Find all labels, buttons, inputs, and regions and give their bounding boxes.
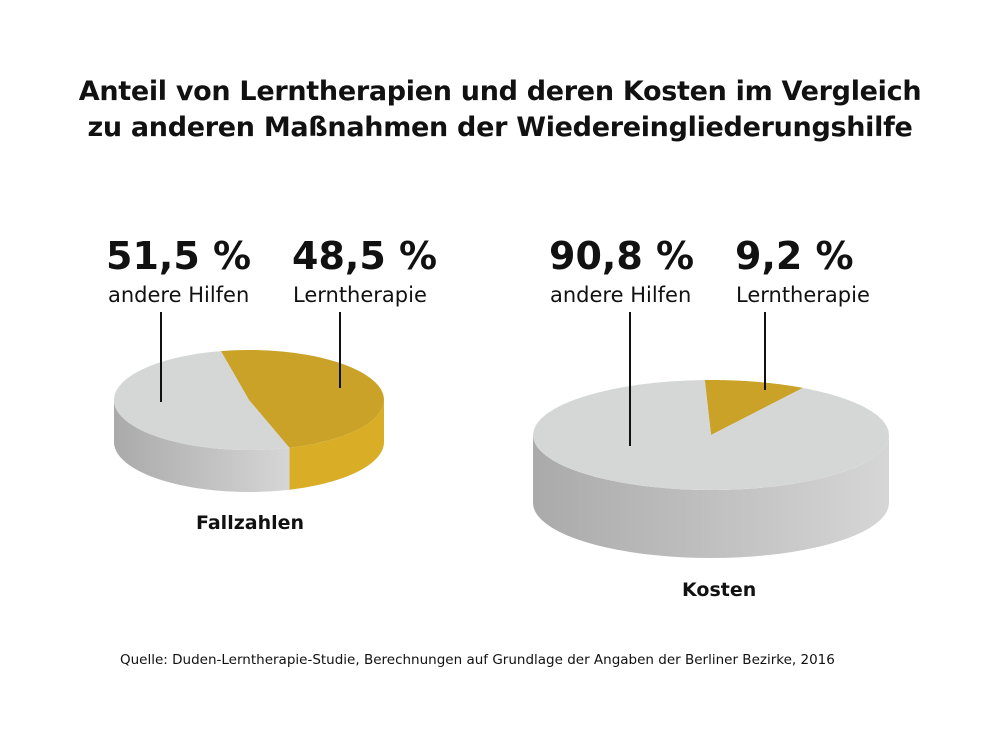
data-label-fallzahlen-andere-value: 51,5 % xyxy=(106,234,252,278)
data-label-fallzahlen-lerntherapie-value: 48,5 % xyxy=(292,234,438,278)
pie-side-andere-hilfen xyxy=(114,400,290,492)
pie-slice-andere-hilfen xyxy=(114,351,290,450)
pie-kosten xyxy=(533,380,889,558)
pie-caption-kosten: Kosten xyxy=(682,579,757,601)
pie-slice-lerntherapie xyxy=(220,350,384,448)
data-label-kosten-andere: andere Hilfen xyxy=(550,283,692,307)
data-label-kosten-lerntherapie: Lerntherapie xyxy=(736,283,870,307)
data-label-kosten-lerntherapie-value: 9,2 % xyxy=(735,234,854,278)
data-label-fallzahlen-andere: andere Hilfen xyxy=(108,283,250,307)
chart-title-line1: Anteil von Lerntherapien und deren Koste… xyxy=(78,76,922,107)
source-note: Quelle: Duden-Lerntherapie-Studie, Berec… xyxy=(120,652,835,668)
pie-fallzahlen xyxy=(114,350,384,492)
pie-side-lerntherapie xyxy=(289,400,384,490)
chart-title-line2: zu anderen Maßnahmen der Wiedereingliede… xyxy=(87,112,913,143)
data-label-kosten-andere-value: 90,8 % xyxy=(549,234,695,278)
pie-slice-andere-hilfen xyxy=(533,380,889,490)
pie-caption-fallzahlen: Fallzahlen xyxy=(196,512,305,534)
pie-side-andere-hilfen xyxy=(533,435,889,558)
pie-slice-lerntherapie xyxy=(704,380,803,435)
data-label-fallzahlen-lerntherapie: Lerntherapie xyxy=(293,283,427,307)
